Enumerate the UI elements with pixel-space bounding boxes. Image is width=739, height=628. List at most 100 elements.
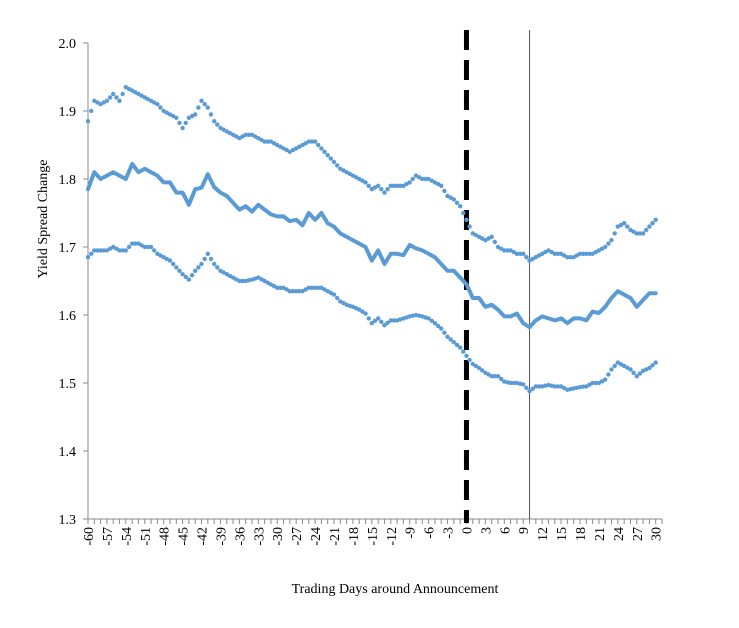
series-point	[167, 258, 173, 263]
series-point	[536, 384, 542, 389]
x-tick-label: 21	[593, 527, 608, 541]
series-point	[278, 285, 283, 290]
series-point	[98, 248, 103, 253]
series-point	[524, 385, 529, 390]
series-point	[189, 273, 195, 278]
reference-lines	[463, 30, 531, 523]
series-point	[464, 217, 469, 222]
series-point	[458, 204, 463, 209]
series-dots-0	[85, 85, 658, 263]
series-point	[316, 285, 321, 290]
series-point	[454, 200, 460, 205]
series-point	[593, 380, 598, 386]
series-point	[442, 330, 447, 335]
series-point	[634, 374, 639, 379]
series-point	[445, 334, 450, 339]
series-point	[297, 289, 302, 294]
series-point	[262, 139, 267, 144]
series-point	[237, 278, 242, 284]
series-point	[287, 289, 292, 294]
series-point	[123, 248, 128, 253]
x-tick-label: -48	[158, 527, 173, 546]
series-point	[92, 248, 97, 253]
x-tick-label: -45	[177, 527, 192, 546]
series-point	[458, 345, 463, 350]
series-point	[511, 380, 516, 386]
x-tick-label: -15	[366, 527, 381, 546]
series-point	[357, 307, 362, 312]
series-point	[322, 149, 327, 154]
x-tick-label: -60	[82, 527, 97, 546]
series-point	[177, 268, 182, 273]
tick-labels: 1.31.41.51.61.71.81.92.0-60 -57 -54 -51 -48-…	[59, 37, 665, 546]
series-point	[533, 384, 538, 389]
series-point	[294, 289, 299, 294]
series-point	[331, 292, 337, 297]
x-tick-label: -30	[271, 527, 286, 546]
series-point	[524, 255, 529, 260]
series-dots-2	[85, 241, 658, 394]
series-point	[174, 115, 179, 121]
series-point	[499, 376, 504, 382]
series-point	[451, 197, 456, 202]
series-point	[609, 367, 614, 372]
series-point	[505, 248, 510, 253]
series-point	[650, 221, 655, 226]
series-point	[454, 342, 460, 348]
series-point	[101, 248, 107, 253]
series-point	[312, 285, 318, 290]
series-point	[429, 318, 434, 323]
series-point	[388, 318, 393, 323]
series-point	[186, 277, 192, 282]
series-point	[653, 217, 658, 222]
series-point	[111, 91, 116, 97]
y-tick-label: 2.0	[59, 37, 77, 52]
series-point	[644, 227, 649, 233]
series-point	[335, 163, 340, 168]
series-point	[521, 382, 526, 387]
series-point	[290, 289, 296, 294]
x-axis-title: Trading Days around Announcement	[292, 582, 499, 597]
series-point	[637, 371, 643, 376]
series-point	[603, 244, 608, 250]
series-point	[517, 251, 523, 256]
series-point	[331, 159, 337, 165]
series-point	[530, 386, 535, 391]
y-tick-label: 1.8	[59, 173, 77, 188]
x-tick-label: -51	[139, 527, 154, 546]
series-point	[107, 95, 113, 100]
series-point	[612, 231, 617, 236]
series-point	[208, 112, 214, 117]
series-point	[647, 224, 652, 229]
series-point	[180, 125, 185, 131]
x-tick-label: 9	[517, 527, 532, 534]
series-line-1	[86, 162, 658, 330]
series-point	[335, 295, 340, 301]
y-tick-label: 1.6	[59, 309, 77, 324]
series-point	[171, 261, 176, 267]
series-point	[495, 374, 501, 379]
series-point	[212, 119, 217, 124]
series-point	[379, 319, 384, 324]
series-point	[174, 265, 179, 270]
series-point	[363, 180, 368, 185]
x-tick-label: -18	[347, 527, 362, 546]
series-point	[489, 234, 494, 239]
series-point	[527, 389, 532, 394]
series-point	[120, 248, 125, 253]
series-point	[117, 98, 122, 104]
series-point	[325, 153, 330, 158]
series-point	[89, 108, 94, 114]
series-point	[152, 248, 157, 253]
series-point	[126, 244, 132, 250]
series-point	[584, 251, 589, 256]
series-point	[145, 244, 151, 250]
series-point	[372, 318, 378, 323]
series-point	[319, 146, 324, 151]
series-point	[363, 311, 368, 316]
y-tick-label: 1.5	[59, 377, 77, 392]
series-point	[379, 187, 384, 192]
series-point	[133, 241, 138, 246]
series-point	[555, 251, 561, 256]
series-point	[316, 142, 321, 148]
